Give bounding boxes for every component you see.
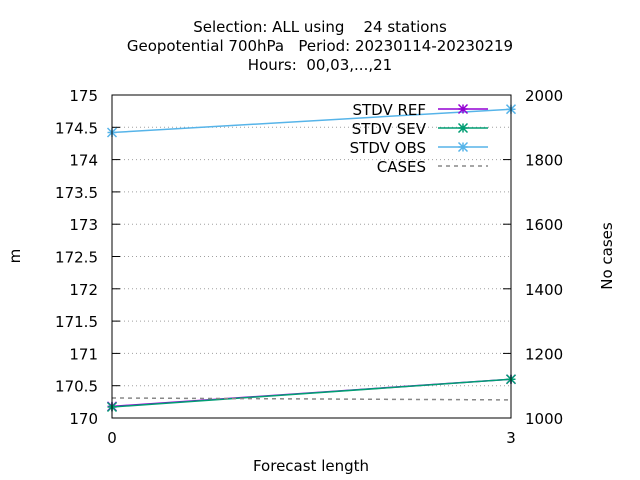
x-tick-label: 3: [506, 429, 516, 447]
x-tick-label: 0: [107, 429, 117, 447]
y-tick-label: 170.5: [55, 378, 98, 396]
y2-tick-label: 1000: [525, 410, 563, 428]
legend-label: STDV OBS: [350, 139, 426, 157]
legend-marker: [457, 103, 469, 115]
y2-tick-label: 1600: [525, 216, 563, 234]
series-line-1: [111, 378, 512, 408]
y-tick-label: 172.5: [55, 249, 98, 267]
legend-marker: [457, 141, 469, 153]
y2-tick-label: 1800: [525, 152, 563, 170]
y-tick-label: 173.5: [55, 184, 98, 202]
y-tick-label: 174.5: [55, 119, 98, 137]
y2-tick-label: 1200: [525, 345, 563, 363]
y2-tick-label: 2000: [525, 87, 563, 105]
series-line-2: [111, 108, 512, 134]
legend-label: STDV REF: [352, 101, 426, 119]
series-line-3: [111, 397, 512, 401]
chart-title-line-1: Selection: ALL using 24 stations: [193, 18, 447, 36]
legend-marker: [457, 122, 469, 134]
y-tick-label: 171: [69, 345, 98, 363]
y2-axis-label: No cases: [598, 222, 616, 290]
y-tick-label: 171.5: [55, 313, 98, 331]
y-tick-label: 174: [69, 152, 98, 170]
x-axis-label: Forecast length: [253, 457, 369, 475]
plot-frame: [111, 94, 512, 419]
chart-title-line-3: Hours: 00,03,...,21: [247, 56, 393, 74]
y-tick-label: 175: [69, 87, 98, 105]
y-tick-label: 173: [69, 216, 98, 234]
y-tick-label: 172: [69, 281, 98, 299]
legend-label: CASES: [377, 158, 426, 176]
chart-title-line-2: Geopotential 700hPa Period: 20230114-202…: [126, 37, 514, 55]
y-tick-label: 170: [69, 410, 98, 428]
y2-tick-label: 1400: [525, 281, 563, 299]
legend-label: STDV SEV: [352, 120, 427, 138]
y-axis-label: m: [6, 249, 24, 264]
